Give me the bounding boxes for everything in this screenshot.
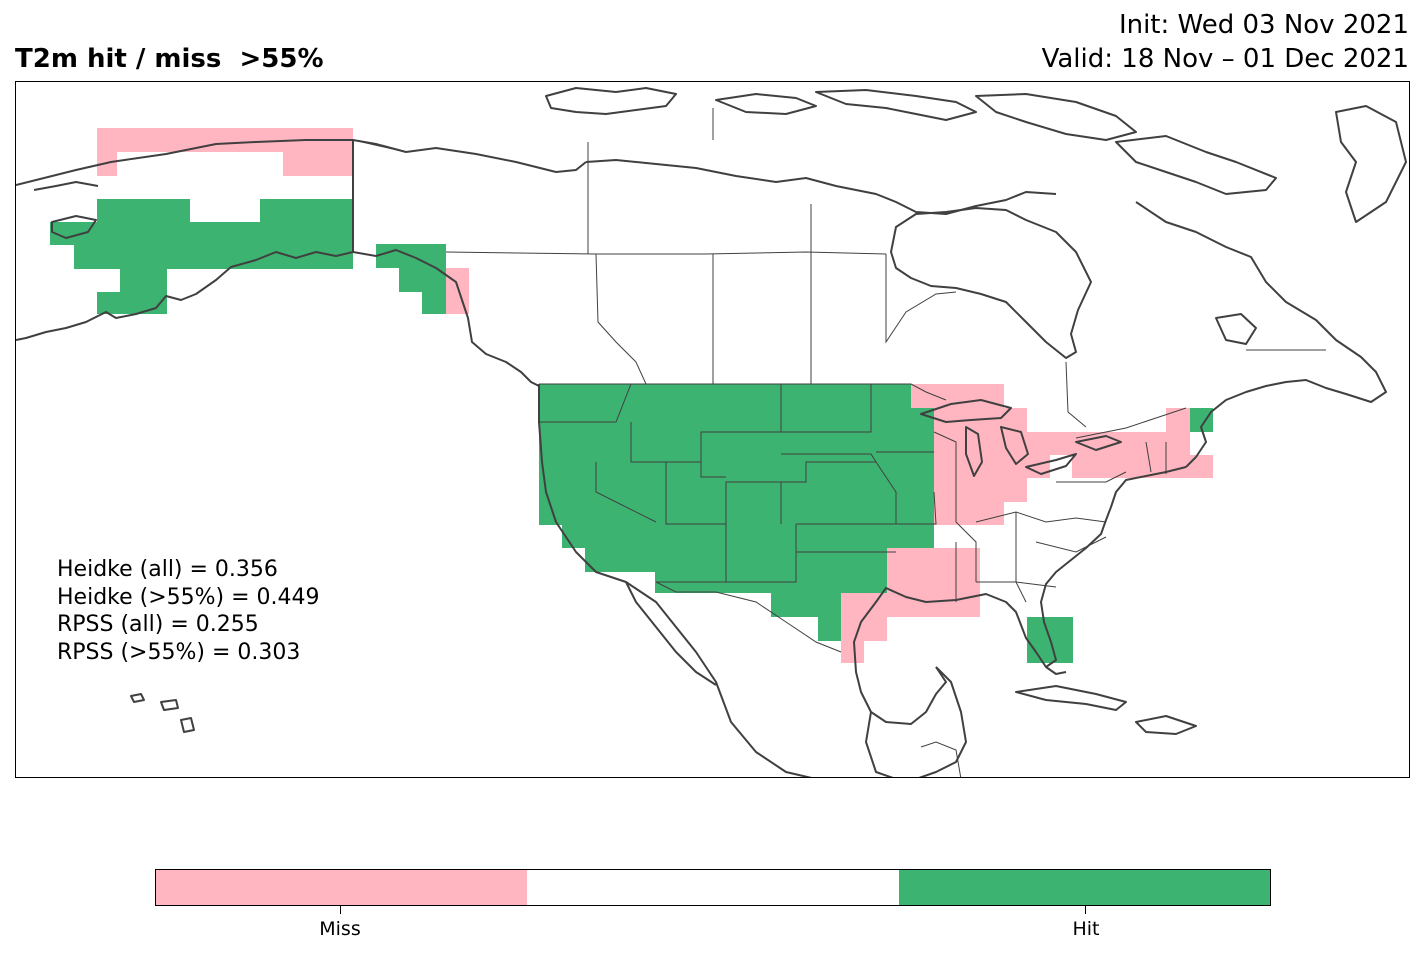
hit-miss-cells [50, 128, 1213, 663]
hit-cell [422, 292, 446, 314]
hit-cell [539, 384, 911, 408]
colorbar-tick-hit [1085, 906, 1086, 914]
colorbar [155, 869, 1271, 906]
miss-cell [887, 572, 980, 593]
heidke-55: Heidke (>55%) = 0.449 [57, 584, 320, 610]
colorbar-label-miss: Miss [319, 918, 361, 940]
miss-cell [1027, 432, 1190, 455]
miss-cell [841, 617, 887, 641]
hit-cell [97, 199, 190, 222]
hit-cell [818, 617, 841, 641]
hit-cell [1190, 408, 1213, 432]
north-america-map [16, 87, 1407, 777]
miss-cell [446, 268, 469, 292]
miss-cell [887, 548, 980, 572]
map-title: T2m hit / miss >55% [15, 44, 324, 74]
hit-cell [539, 408, 934, 432]
miss-cell [283, 152, 353, 176]
miss-cell [97, 152, 117, 176]
miss-cell [934, 502, 1004, 525]
init-date: Init: Wed 03 Nov 2021 [1118, 10, 1409, 40]
hit-cell [120, 269, 167, 292]
political-borders [352, 108, 1326, 777]
miss-cell [446, 292, 469, 314]
hit-cell [539, 432, 934, 502]
miss-cell [934, 432, 1027, 502]
miss-cell [1072, 455, 1213, 478]
hit-cell [399, 268, 446, 292]
hit-cell [260, 199, 353, 222]
colorbar-neutral-segment [527, 870, 899, 905]
valid-period: Valid: 18 Nov – 01 Dec 2021 [1041, 44, 1409, 74]
heidke-all: Heidke (all) = 0.356 [57, 557, 278, 582]
coastlines [16, 87, 1407, 777]
hit-cell [50, 222, 353, 245]
colorbar-label-hit: Hit [1072, 918, 1100, 940]
hit-cell [771, 593, 841, 617]
hit-cell [539, 502, 934, 525]
rpss-55: RPSS (>55%) = 0.303 [57, 639, 301, 665]
map-panel [15, 81, 1410, 778]
hit-cell [562, 525, 934, 548]
miss-cell [841, 593, 980, 617]
verification-stats: Heidke (all) = 0.356 Heidke (>55%) = 0.4… [57, 556, 320, 666]
hit-cell [97, 292, 167, 314]
colorbar-miss-segment [156, 870, 528, 905]
colorbar-tick-miss [340, 906, 341, 914]
rpss-all: RPSS (all) = 0.255 [57, 612, 259, 637]
miss-cell [911, 384, 1004, 408]
colorbar-hit-segment [898, 870, 1270, 905]
miss-cell [841, 641, 864, 663]
hit-cell [74, 245, 353, 269]
